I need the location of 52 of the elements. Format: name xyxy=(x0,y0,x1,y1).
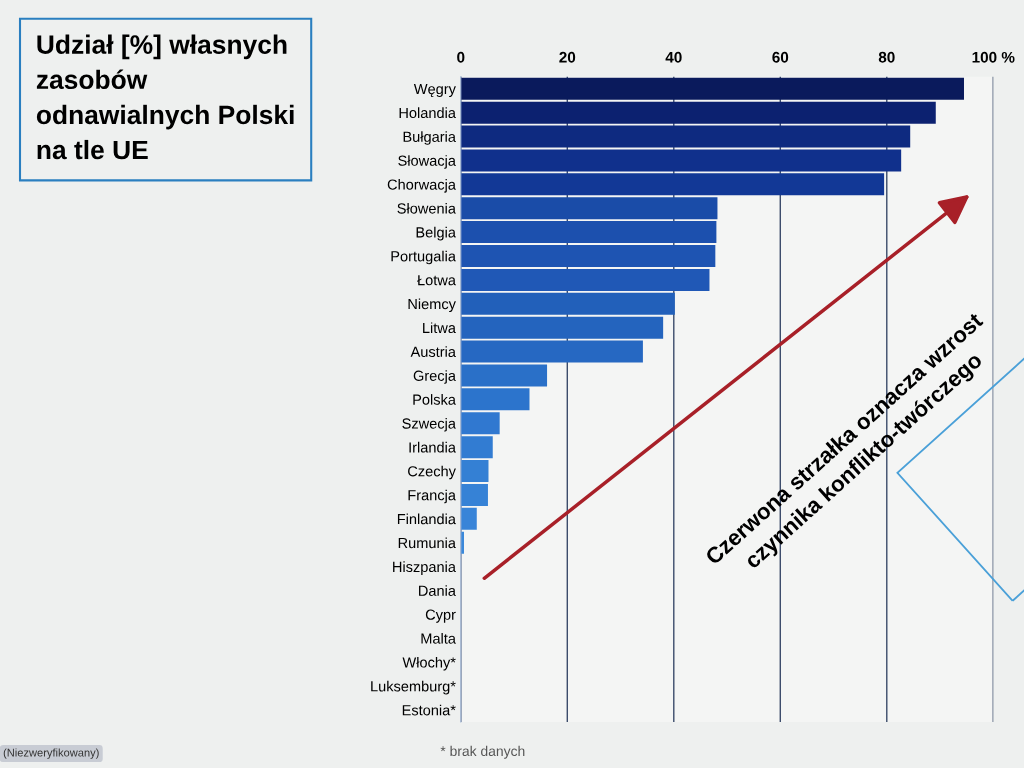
y-tick-label: Francja xyxy=(408,489,456,504)
y-tick-label: Bułgaria xyxy=(403,131,456,145)
y-tick-label: Litwa xyxy=(423,322,456,334)
bar xyxy=(460,436,493,459)
y-tick-label: Polska xyxy=(413,394,456,405)
y-tick-label: Dania xyxy=(419,585,456,596)
y-tick-label: Cypr xyxy=(425,609,456,623)
y-tick-label: Rumunia xyxy=(398,537,456,549)
bar xyxy=(460,412,500,435)
text: Udział [%] własnych zasobów odnawialnych Polski na tle UE xyxy=(36,34,294,160)
y-tick-label: Estonia* xyxy=(402,704,456,716)
text: * brak danych xyxy=(440,745,525,759)
x-tick-label: 40 xyxy=(665,51,682,63)
bar xyxy=(460,483,488,506)
x-tick-label: 60 xyxy=(772,51,789,63)
y-tick-label: Łotwa xyxy=(417,275,456,286)
text: (Niezweryfikowany) xyxy=(3,748,99,759)
y-tick-label: Luksemburg* xyxy=(371,680,456,695)
bar xyxy=(460,292,675,315)
y-tick-label: Grecja xyxy=(413,370,456,384)
x-tick-label: 0 xyxy=(457,51,465,63)
bar xyxy=(460,388,530,411)
y-tick-label: Portugalia xyxy=(391,250,456,265)
y-tick-label: Belgia xyxy=(416,226,456,241)
y-tick-label: Słowenia xyxy=(397,202,456,214)
y-tick-label: Niemcy xyxy=(408,298,456,313)
x-tick-label: 100 % xyxy=(972,51,1015,63)
y-tick-label: Austria xyxy=(410,346,456,357)
y-tick-label: Włochy* xyxy=(402,656,456,671)
bar xyxy=(460,460,489,483)
y-tick-label: Irlandia xyxy=(409,441,456,453)
bar xyxy=(460,77,964,100)
y-tick-label: Holandia xyxy=(399,107,456,119)
y-tick-label: Szwecja xyxy=(402,417,456,432)
bar xyxy=(460,101,936,124)
y-tick-label: Słowacja xyxy=(398,155,456,169)
y-tick-label: Czechy xyxy=(408,465,456,480)
bar xyxy=(460,507,477,530)
x-tick-label: 80 xyxy=(878,51,895,63)
y-tick-label: Finlandia xyxy=(397,513,456,525)
bar xyxy=(460,316,664,339)
bar xyxy=(460,221,717,244)
y-tick-label: Chorwacja xyxy=(387,179,456,193)
x-tick-label: 20 xyxy=(559,51,576,63)
y-tick-label: Węgry xyxy=(413,83,456,98)
y-tick-label: Hiszpania xyxy=(393,561,456,575)
y-tick-label: Malta xyxy=(421,633,456,644)
bar xyxy=(460,245,716,267)
bar xyxy=(460,531,464,554)
bar xyxy=(460,173,885,196)
bar xyxy=(460,268,710,291)
bar xyxy=(460,197,718,220)
